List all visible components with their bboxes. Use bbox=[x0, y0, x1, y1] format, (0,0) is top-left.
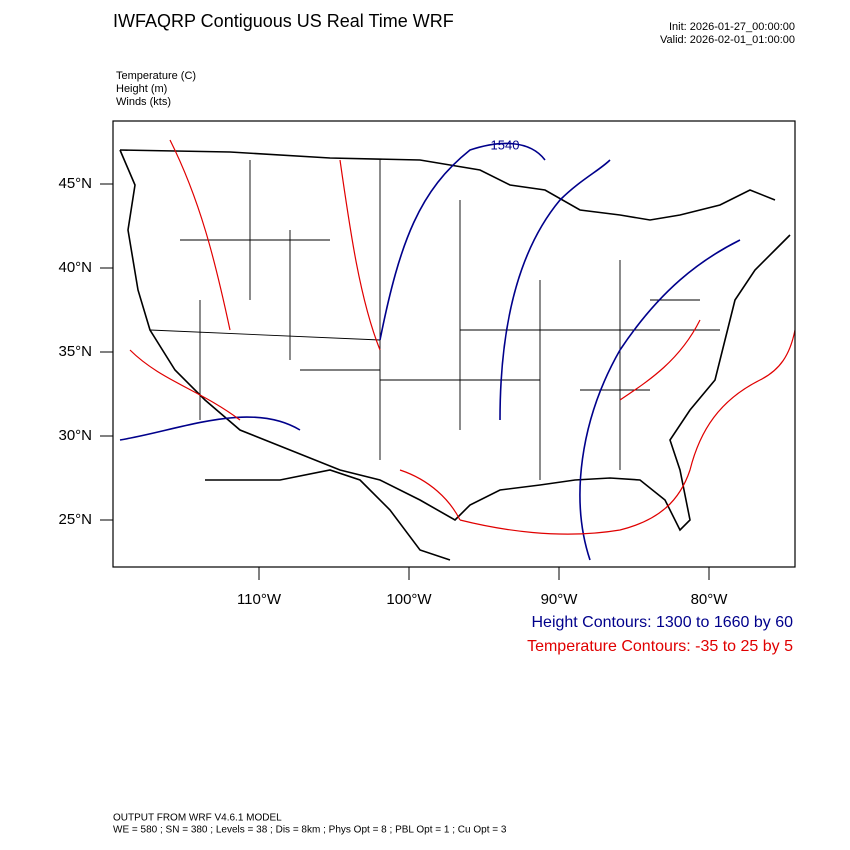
legend-temperature: Temperature Contours: -35 to 25 by 5 bbox=[527, 638, 793, 655]
contour-label: 1540 bbox=[491, 137, 520, 152]
lon-label: 80°W bbox=[691, 591, 729, 608]
coastline bbox=[119, 149, 791, 532]
field-label: Winds (kts) bbox=[116, 96, 171, 108]
lon-label: 100°W bbox=[386, 591, 432, 608]
lat-label: 45°N bbox=[58, 175, 92, 192]
state-lines bbox=[149, 160, 720, 480]
height-contour bbox=[379, 142, 546, 341]
lat-label: 25°N bbox=[58, 511, 92, 528]
legend-height: Height Contours: 1300 to 1660 by 60 bbox=[531, 614, 793, 631]
field-label: Height (m) bbox=[116, 83, 167, 95]
map: 1540 45°N 40°N 35°N 30°N 25°N 110°W 100°… bbox=[58, 120, 796, 608]
footer-line: OUTPUT FROM WRF V4.6.1 MODEL bbox=[113, 813, 282, 824]
border bbox=[205, 469, 451, 561]
lon-label: 90°W bbox=[541, 591, 579, 608]
lat-label: 30°N bbox=[58, 427, 92, 444]
map-frame bbox=[112, 120, 796, 568]
temperature-contour bbox=[459, 329, 795, 535]
title: IWFAQRP Contiguous US Real Time WRF bbox=[113, 11, 454, 31]
lon-label: 110°W bbox=[237, 591, 282, 608]
height-contour bbox=[579, 239, 741, 561]
temperature-contour bbox=[399, 319, 701, 521]
field-label: Temperature (C) bbox=[116, 70, 196, 82]
border bbox=[119, 149, 776, 221]
footer-line: WE = 580 ; SN = 380 ; Levels = 38 ; Dis … bbox=[113, 825, 507, 836]
lat-label: 40°N bbox=[58, 259, 92, 276]
temperature-contour bbox=[129, 139, 381, 421]
valid-time: Valid: 2026-02-01_01:00:00 bbox=[660, 34, 795, 46]
lat-label: 35°N bbox=[58, 343, 92, 360]
height-contour bbox=[499, 159, 611, 421]
height-contour bbox=[119, 416, 301, 441]
init-time: Init: 2026-01-27_00:00:00 bbox=[669, 21, 795, 33]
ticks bbox=[100, 183, 710, 580]
